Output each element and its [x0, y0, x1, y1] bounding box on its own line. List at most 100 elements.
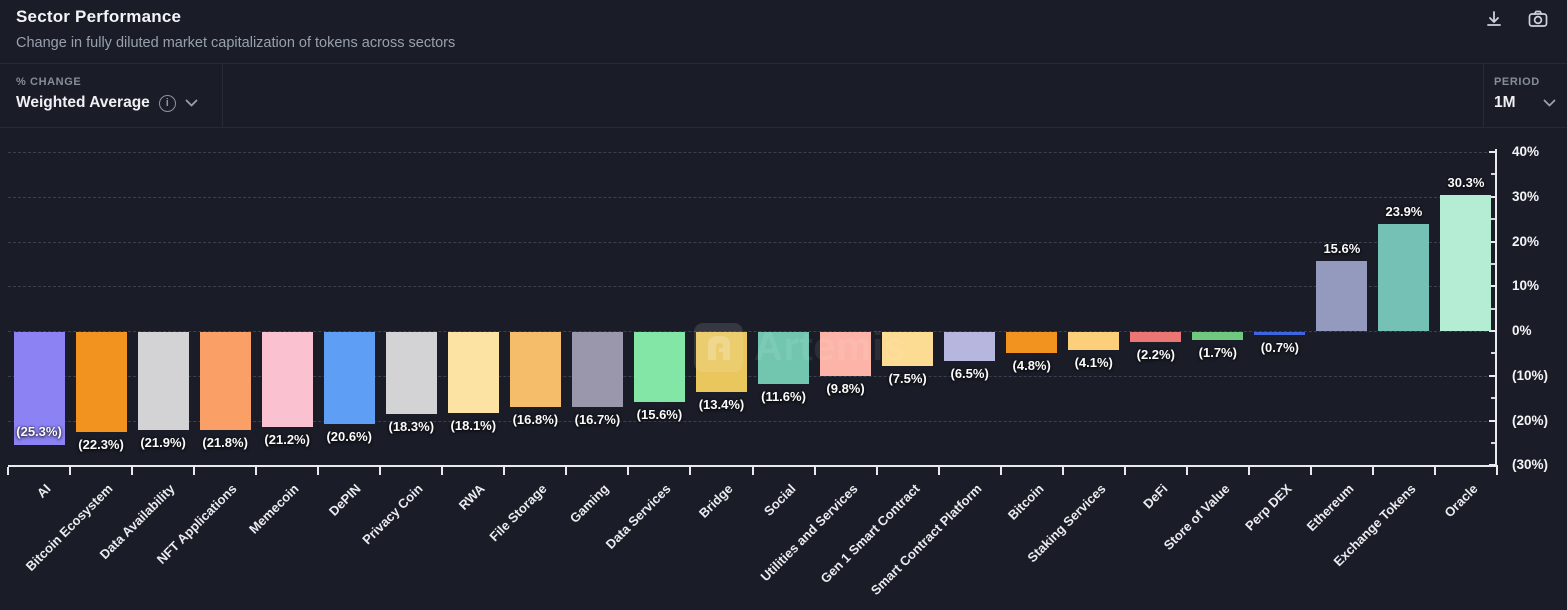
- y-axis-minor-tick: [1491, 352, 1496, 355]
- bar-value-label: (16.7%): [574, 411, 621, 427]
- x-axis-tick: [999, 467, 1002, 475]
- bar-value-label: (21.2%): [264, 431, 310, 447]
- controls-bottom-divider: [0, 127, 1567, 128]
- y-axis-label: (20%): [1512, 412, 1549, 428]
- x-axis-tick: [1247, 467, 1250, 475]
- bar[interactable]: [944, 332, 996, 362]
- x-axis-tick: [379, 467, 382, 475]
- page-title: Sector Performance: [16, 7, 182, 26]
- x-axis-line: [8, 465, 1498, 467]
- bar-value-label: (0.7%): [1260, 340, 1299, 356]
- bar-value-label: (21.8%): [202, 434, 248, 450]
- bar[interactable]: [13, 332, 65, 446]
- x-axis-tick: [1123, 467, 1126, 475]
- bar[interactable]: [882, 332, 934, 366]
- x-axis-tick: [751, 467, 754, 475]
- x-axis-tick: [317, 467, 320, 475]
- bar-value-label: (18.1%): [450, 417, 497, 433]
- bar[interactable]: [758, 332, 810, 384]
- x-axis-tick: [131, 467, 134, 475]
- y-axis-label: (30%): [1512, 457, 1549, 473]
- y-axis-minor-tick: [1491, 441, 1496, 444]
- page-subtitle: Change in fully diluted market capitaliz…: [16, 35, 456, 51]
- y-axis-minor-tick: [1491, 218, 1496, 221]
- bar[interactable]: [1254, 332, 1306, 336]
- y-axis-label: (10%): [1512, 367, 1549, 383]
- bar[interactable]: [633, 332, 685, 402]
- bar-value-label: (16.8%): [512, 412, 559, 428]
- x-axis-tick: [627, 467, 630, 475]
- bar-value-label: (15.6%): [636, 406, 683, 422]
- metric-dropdown[interactable]: Weighted Average i: [16, 94, 198, 112]
- header-divider: [0, 63, 1567, 64]
- bar[interactable]: [1130, 332, 1182, 342]
- bar[interactable]: [1378, 224, 1430, 331]
- y-axis-major-tick: [1489, 195, 1496, 198]
- gridline: [8, 375, 1497, 377]
- bar-value-label: 15.6%: [1323, 241, 1361, 257]
- bar[interactable]: [137, 332, 189, 430]
- bar-value-label: (2.2%): [1136, 346, 1175, 362]
- bar-value-label: (21.9%): [140, 435, 186, 450]
- metric-value: Weighted Average: [16, 94, 150, 111]
- y-axis-major-tick: [1489, 419, 1496, 422]
- bar[interactable]: [447, 332, 499, 413]
- bar[interactable]: [509, 332, 561, 408]
- y-axis-major-tick: [1489, 330, 1496, 332]
- y-axis-label: 20%: [1512, 233, 1540, 249]
- gridline: [8, 420, 1497, 422]
- bar-value-label: (20.6%): [326, 429, 372, 445]
- y-axis-label: 30%: [1512, 188, 1540, 204]
- info-icon[interactable]: i: [158, 94, 176, 112]
- bar[interactable]: [385, 332, 437, 414]
- gridline: [8, 286, 1497, 288]
- gridline: [8, 241, 1497, 243]
- bar[interactable]: [695, 332, 747, 392]
- y-axis-minor-tick: [1491, 307, 1496, 310]
- download-icon: [1487, 11, 1501, 26]
- x-axis-tick: [1433, 467, 1436, 475]
- x-axis-tick: [565, 467, 568, 475]
- x-axis-tick: [937, 467, 940, 475]
- x-axis-tick: [813, 467, 816, 475]
- bar[interactable]: [261, 332, 313, 427]
- x-axis-tick: [255, 467, 258, 475]
- download-button[interactable]: [1483, 8, 1505, 30]
- y-axis-minor-tick: [1491, 173, 1496, 176]
- bar[interactable]: [1440, 195, 1492, 331]
- bar[interactable]: [1316, 261, 1368, 331]
- y-axis-label: 10%: [1512, 278, 1540, 294]
- bar-value-label: (7.5%): [888, 370, 927, 386]
- x-axis-tick: [441, 467, 444, 475]
- y-axis-label: 40%: [1512, 144, 1540, 159]
- bar-value-label: 30.3%: [1447, 175, 1485, 191]
- bar[interactable]: [820, 332, 872, 376]
- bar[interactable]: [199, 332, 251, 430]
- bar[interactable]: [1006, 332, 1058, 354]
- bar[interactable]: [323, 332, 375, 425]
- y-axis-major-tick: [1489, 240, 1496, 243]
- bar[interactable]: [75, 332, 127, 432]
- bar-value-label: (11.6%): [761, 388, 806, 404]
- bar[interactable]: [1192, 332, 1244, 340]
- y-axis-major-tick: [1489, 464, 1496, 467]
- controls-divider-left: [222, 63, 223, 127]
- x-axis-tick: [193, 467, 196, 475]
- chevron-down-icon: [1543, 99, 1556, 107]
- bar[interactable]: [1068, 332, 1120, 351]
- x-axis-tick: [1185, 467, 1188, 475]
- x-axis-tick: [1371, 467, 1374, 475]
- gridline: [8, 196, 1497, 198]
- x-axis-tick: [69, 467, 72, 475]
- y-axis-line: [1495, 149, 1497, 467]
- screenshot-button[interactable]: [1527, 8, 1549, 30]
- bar-value-label: (18.3%): [388, 418, 435, 434]
- y-axis-major-tick: [1489, 374, 1496, 377]
- bar[interactable]: [571, 332, 623, 407]
- y-axis-major-tick: [1489, 151, 1496, 153]
- y-axis-minor-tick: [1491, 397, 1496, 400]
- camera-icon: [1528, 10, 1548, 27]
- period-dropdown[interactable]: 1M: [1494, 94, 1556, 112]
- x-axis-tick: [1309, 467, 1312, 475]
- bar-value-label: (4.1%): [1074, 355, 1113, 371]
